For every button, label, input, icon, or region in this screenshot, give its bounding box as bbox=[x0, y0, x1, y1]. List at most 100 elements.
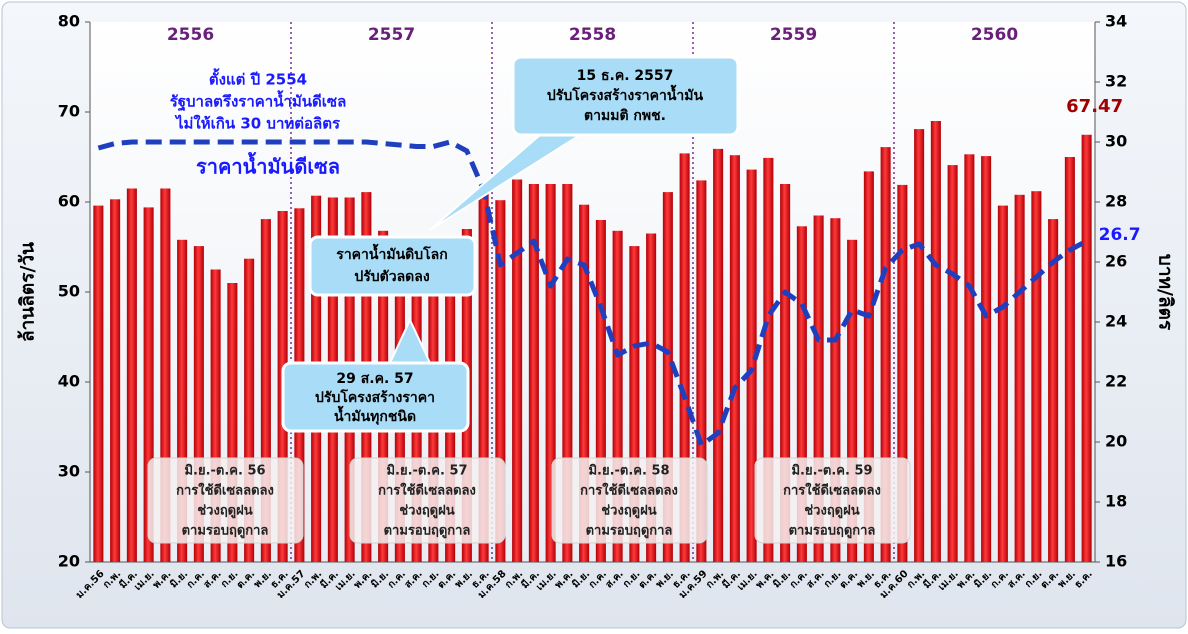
bar bbox=[830, 218, 841, 562]
bar bbox=[126, 188, 137, 562]
bar bbox=[662, 192, 673, 562]
annotation-text: ตามมติ กพช. bbox=[584, 108, 666, 124]
bar bbox=[930, 121, 941, 562]
bar bbox=[1014, 194, 1025, 563]
bar bbox=[595, 220, 606, 562]
bar bbox=[260, 219, 271, 562]
bar bbox=[1048, 219, 1059, 562]
bar bbox=[746, 169, 757, 562]
y2-tick-label: 18 bbox=[1105, 492, 1127, 511]
bar bbox=[763, 157, 774, 562]
year-label: 2559 bbox=[770, 25, 817, 45]
bar bbox=[696, 180, 707, 562]
bar bbox=[880, 147, 891, 562]
annotation-text: รัฐบาลตรึงราคาน้ำมันดีเซล bbox=[170, 90, 347, 112]
bar bbox=[244, 258, 255, 562]
annotation-text: ช่วงฤดูฝน bbox=[399, 504, 454, 519]
bar bbox=[729, 155, 740, 562]
bar bbox=[1081, 134, 1092, 562]
annotation-text: น้ำมันทุกชนิด bbox=[334, 405, 416, 425]
y2-tick-label: 22 bbox=[1105, 372, 1127, 391]
bar bbox=[847, 239, 858, 563]
year-label: 2558 bbox=[569, 25, 616, 45]
bar bbox=[629, 246, 640, 562]
annotation-text: ตามรอบฤดูกาล bbox=[182, 524, 269, 539]
bar bbox=[679, 153, 690, 562]
annotation-text: การใช้ดีเซลลดลง bbox=[580, 482, 678, 499]
bar bbox=[612, 230, 623, 563]
bar bbox=[897, 184, 908, 562]
bar bbox=[914, 129, 925, 562]
bar bbox=[478, 191, 489, 562]
callout-box bbox=[511, 55, 740, 137]
year-label: 2557 bbox=[368, 25, 415, 45]
bar bbox=[143, 207, 154, 562]
annotation-text: ราคาน้ำมันดิบโลก bbox=[336, 243, 447, 263]
year-label: 2560 bbox=[971, 25, 1018, 45]
note-box bbox=[551, 457, 708, 544]
y2-tick-label: 26 bbox=[1105, 252, 1127, 271]
annotation-text: มิ.ย.-ต.ค. 58 bbox=[588, 464, 669, 479]
bar bbox=[947, 165, 958, 562]
y2-tick-label: 20 bbox=[1105, 432, 1127, 451]
annotation-text: ตามรอบฤดูกาล bbox=[384, 524, 471, 539]
y2-tick-label: 30 bbox=[1105, 132, 1127, 151]
y2-tick-label: 24 bbox=[1105, 312, 1127, 331]
bar bbox=[177, 239, 188, 563]
bar bbox=[110, 199, 121, 563]
bar bbox=[863, 171, 874, 562]
bar bbox=[160, 188, 171, 562]
bar bbox=[495, 200, 506, 562]
bar bbox=[579, 204, 590, 562]
y2-tick-label: 16 bbox=[1105, 552, 1127, 571]
annotation-text: ปรับโครงสร้างราคา bbox=[315, 388, 435, 406]
bar bbox=[713, 148, 724, 562]
y2-axis-label: บาท/ลิตร bbox=[1155, 254, 1177, 331]
value-label: 26.7 bbox=[1099, 225, 1141, 245]
bar bbox=[528, 184, 539, 562]
annotation-text: 29 ส.ค. 57 bbox=[336, 371, 413, 387]
annotation-text: ช่วงฤดูฝน bbox=[804, 504, 859, 519]
note-box bbox=[147, 457, 304, 544]
annotation-text: การใช้ดีเซลลดลง bbox=[783, 482, 881, 499]
bar bbox=[1031, 191, 1042, 562]
bar bbox=[562, 184, 573, 562]
callout-box bbox=[308, 235, 477, 297]
annotation-text: ตามรอบฤดูกาล bbox=[789, 524, 876, 539]
annotation-text: ตามรอบฤดูกาล bbox=[586, 524, 673, 539]
annotation-text: มิ.ย.-ต.ค. 59 bbox=[791, 464, 872, 479]
bar bbox=[1064, 157, 1075, 562]
y-tick-label: 50 bbox=[58, 282, 80, 301]
bar bbox=[813, 215, 824, 562]
annotation-text: ตั้งแต่ ปี 2554 bbox=[209, 68, 307, 89]
bar bbox=[964, 154, 975, 563]
y-tick-label: 40 bbox=[58, 372, 80, 391]
y-axis-label: ล้านลิตร/วัน bbox=[17, 242, 39, 342]
annotation-text: ปรับตัวลดลง bbox=[354, 269, 429, 285]
bar bbox=[227, 283, 238, 562]
callout-box bbox=[281, 361, 470, 433]
y2-tick-label: 32 bbox=[1105, 72, 1127, 91]
bar bbox=[93, 205, 104, 562]
y-tick-label: 80 bbox=[58, 12, 80, 31]
annotation-text: ปรับโครงสร้างราคาน้ำมัน bbox=[547, 84, 704, 104]
annotation-text: การใช้ดีเซลลดลง bbox=[176, 482, 274, 499]
bar bbox=[796, 226, 807, 563]
annotation-text: ช่วงฤดูฝน bbox=[601, 504, 656, 519]
bar bbox=[646, 233, 657, 562]
annotation-text: มิ.ย.-ต.ค. 57 bbox=[386, 464, 467, 479]
annotation-text: ไม่ให้เกิน 30 บาทต่อลิตร bbox=[174, 114, 341, 133]
value-label: 67.47 bbox=[1066, 96, 1123, 117]
y-tick-label: 30 bbox=[58, 462, 80, 481]
year-label: 2556 bbox=[167, 25, 214, 45]
annotation-text: มิ.ย.-ต.ค. 56 bbox=[184, 464, 265, 479]
y-tick-label: 20 bbox=[58, 552, 80, 571]
bar bbox=[981, 156, 992, 562]
line bbox=[97, 139, 1088, 448]
y2-tick-label: 28 bbox=[1105, 192, 1127, 211]
bar bbox=[780, 184, 791, 562]
y-tick-label: 60 bbox=[58, 192, 80, 211]
y-tick-label: 70 bbox=[58, 102, 80, 121]
